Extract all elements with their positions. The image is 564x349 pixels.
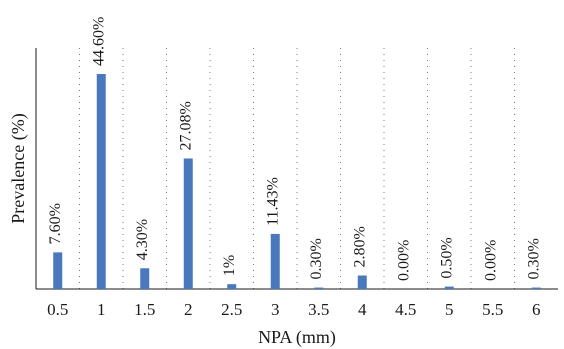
data-label: 0.30%: [526, 238, 543, 279]
x-tick-label: 4.5: [395, 300, 416, 319]
bar: [270, 233, 280, 289]
bar: [314, 287, 324, 289]
x-tick-label: 3.5: [308, 300, 329, 319]
bar: [96, 74, 106, 289]
bar: [140, 268, 150, 289]
x-axis-title: NPA (mm): [258, 327, 336, 348]
data-labels: 7.60% 44.60% 4.30% 27.08% 1% 11.43% 0.30% 2.80%…: [47, 17, 543, 281]
data-label: 0.50%: [439, 237, 456, 278]
x-tick-label: 6: [532, 300, 541, 319]
data-label: 7.60%: [47, 203, 64, 244]
x-tick-label: 5.5: [482, 300, 503, 319]
data-label: 4.30%: [134, 219, 151, 260]
x-tick-label: 1.5: [134, 300, 155, 319]
data-label: 1%: [221, 255, 238, 276]
x-tick-label: 5: [445, 300, 454, 319]
bar: [183, 158, 193, 289]
x-tick-label: 3: [271, 300, 280, 319]
bar: [531, 287, 541, 289]
data-label: 11.43%: [265, 177, 282, 226]
x-tick-label: 2.5: [221, 300, 242, 319]
data-label: 27.08%: [178, 101, 195, 150]
x-tick-labels: 0.5 1 1.5 2 2.5 3 3.5 4 4.5 5 5.5 6: [47, 300, 540, 319]
data-label: 0.00%: [395, 240, 412, 281]
y-axis-title: Prevalence (%): [8, 113, 29, 223]
bars: [53, 74, 541, 289]
bar: [357, 275, 367, 289]
bar: [444, 286, 454, 289]
x-tick-label: 2: [184, 300, 193, 319]
x-tick-label: 4: [358, 300, 367, 319]
grid-lines: [79, 48, 515, 289]
data-label: 0.30%: [308, 238, 325, 279]
bar: [227, 284, 237, 289]
bar: [53, 252, 63, 289]
data-label: 2.80%: [352, 226, 369, 267]
data-label: 0.00%: [482, 240, 499, 281]
x-tick-label: 1: [97, 300, 106, 319]
x-tick-label: 0.5: [47, 300, 68, 319]
data-label: 44.60%: [91, 17, 108, 66]
